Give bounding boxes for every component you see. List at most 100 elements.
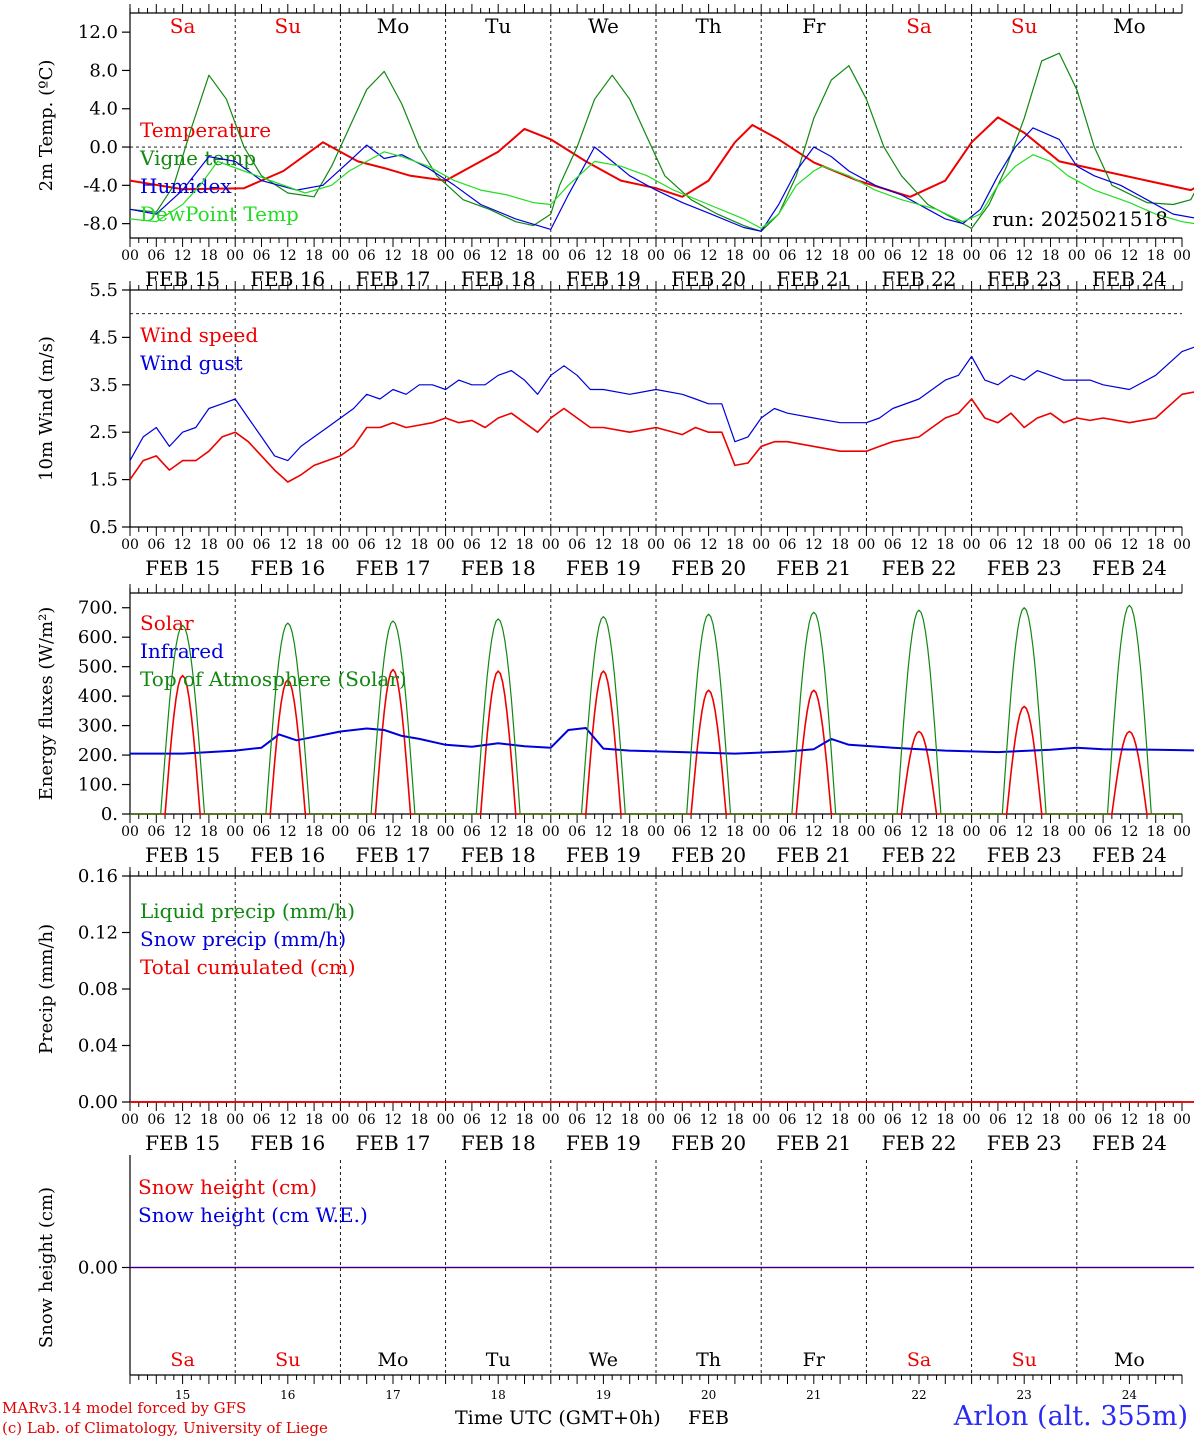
hour-tick-label: 06: [358, 824, 376, 840]
hour-tick-label: 12: [174, 248, 192, 264]
y-tick-label: 0.: [101, 804, 118, 825]
weekday-label: Sa: [906, 14, 932, 38]
hour-tick-label: 06: [1094, 248, 1112, 264]
hour-tick-label: 06: [253, 1112, 271, 1128]
hour-tick-label: 06: [673, 248, 691, 264]
hour-tick-label: 00: [1068, 248, 1086, 264]
hour-tick-label: 00: [963, 248, 981, 264]
hour-tick-label: 12: [1015, 824, 1033, 840]
hour-tick-label: 12: [805, 537, 823, 553]
hour-tick-label: 18: [1147, 537, 1165, 553]
hour-tick-label: 18: [1147, 248, 1165, 264]
hour-tick-label: 12: [700, 824, 718, 840]
day-number-label: 16: [280, 1388, 295, 1402]
hour-tick-label: 12: [910, 248, 928, 264]
hour-tick-label: 12: [489, 824, 507, 840]
hour-tick-label: 00: [226, 537, 244, 553]
y-tick-label: 400.: [78, 686, 118, 707]
hour-tick-label: 18: [936, 1112, 954, 1128]
hour-tick-label: 00: [121, 248, 139, 264]
hour-tick-label: 12: [1120, 537, 1138, 553]
y-tick-label: -8.0: [83, 214, 118, 235]
hour-tick-label: 06: [989, 1112, 1007, 1128]
y-tick-label: 0.12: [78, 923, 118, 944]
hour-tick-label: 00: [542, 537, 560, 553]
hour-tick-label: 06: [358, 1112, 376, 1128]
hour-tick-label: 18: [831, 537, 849, 553]
legend-entry: Infrared: [140, 639, 224, 663]
hour-tick-label: 12: [910, 1112, 928, 1128]
hour-tick-label: 12: [489, 1112, 507, 1128]
hour-tick-label: 12: [1120, 248, 1138, 264]
hour-tick-label: 06: [884, 824, 902, 840]
date-label: FEB 21: [776, 1131, 851, 1155]
hour-tick-label: 00: [121, 824, 139, 840]
series-line-infrared: [130, 727, 1194, 755]
legend-entry: Liquid precip (mm/h): [140, 899, 355, 923]
day-number-label: 21: [806, 1388, 821, 1402]
hour-tick-label: 00: [542, 824, 560, 840]
hour-tick-label: 06: [147, 1112, 165, 1128]
weekday-label: Su: [275, 14, 302, 38]
weekday-label: We: [588, 14, 619, 38]
hour-tick-label: 00: [331, 824, 349, 840]
y-tick-label: 4.5: [89, 327, 118, 348]
hour-tick-label: 06: [989, 248, 1007, 264]
legend-entry: Total cumulated (cm): [140, 955, 356, 979]
hour-tick-label: 06: [1094, 824, 1112, 840]
hour-tick-label: 12: [279, 824, 297, 840]
hour-tick-label: 00: [647, 537, 665, 553]
weekday-label: Th: [696, 1349, 721, 1371]
hour-tick-label: 00: [857, 537, 875, 553]
x-axis-month: FEB: [688, 1407, 729, 1429]
hour-tick-label: 18: [200, 824, 218, 840]
y-tick-label: 600.: [78, 627, 118, 648]
hour-tick-label: 12: [594, 248, 612, 264]
date-label: FEB 24: [1092, 843, 1167, 867]
day-number-label: 22: [911, 1388, 926, 1402]
y-tick-label: 0.00: [78, 1258, 118, 1279]
legend-entry: Temperature: [140, 118, 271, 142]
y-tick-label: 500.: [78, 657, 118, 678]
hour-tick-label: 00: [331, 248, 349, 264]
hour-tick-label: 00: [121, 537, 139, 553]
series-line-dewpoint-temp: [129, 151, 1194, 229]
hour-tick-label: 18: [305, 1112, 323, 1128]
hour-tick-label: 12: [1120, 824, 1138, 840]
hour-tick-label: 06: [989, 537, 1007, 553]
series-line-temperature: [129, 116, 1194, 198]
y-tick-label: 0.16: [78, 866, 118, 887]
hour-tick-label: 00: [857, 1112, 875, 1128]
hour-tick-label: 00: [1068, 537, 1086, 553]
hour-tick-label: 18: [410, 824, 428, 840]
weekday-label: Su: [275, 1349, 300, 1371]
hour-tick-label: 06: [884, 537, 902, 553]
date-label: FEB 16: [250, 556, 325, 580]
hour-tick-label: 12: [384, 824, 402, 840]
hour-tick-label: 00: [752, 1112, 770, 1128]
hour-tick-label: 06: [1094, 537, 1112, 553]
hour-tick-label: 18: [1147, 824, 1165, 840]
weekday-label: Th: [695, 14, 721, 38]
y-tick-label: 4.0: [89, 99, 118, 120]
hour-tick-label: 06: [463, 537, 481, 553]
date-label: FEB 22: [882, 1131, 957, 1155]
hour-tick-label: 00: [437, 248, 455, 264]
hour-tick-label: 18: [1042, 537, 1060, 553]
hour-tick-label: 06: [1094, 1112, 1112, 1128]
y-axis-label: 10m Wind (m/s): [36, 336, 57, 481]
hour-tick-label: 00: [752, 537, 770, 553]
hour-tick-label: 12: [489, 248, 507, 264]
weekday-label: Tu: [485, 14, 511, 38]
day-number-label: 19: [596, 1388, 611, 1402]
series-line-vigne-temp: [129, 52, 1194, 232]
weekday-label: Mo: [1113, 14, 1146, 38]
hour-tick-label: 00: [1173, 248, 1191, 264]
hour-tick-label: 12: [700, 248, 718, 264]
hour-tick-label: 00: [752, 824, 770, 840]
hour-tick-label: 00: [542, 1112, 560, 1128]
hour-tick-label: 00: [331, 537, 349, 553]
hour-tick-label: 06: [568, 824, 586, 840]
day-number-label: 15: [175, 1388, 190, 1402]
weekday-label: Sa: [907, 1349, 931, 1371]
